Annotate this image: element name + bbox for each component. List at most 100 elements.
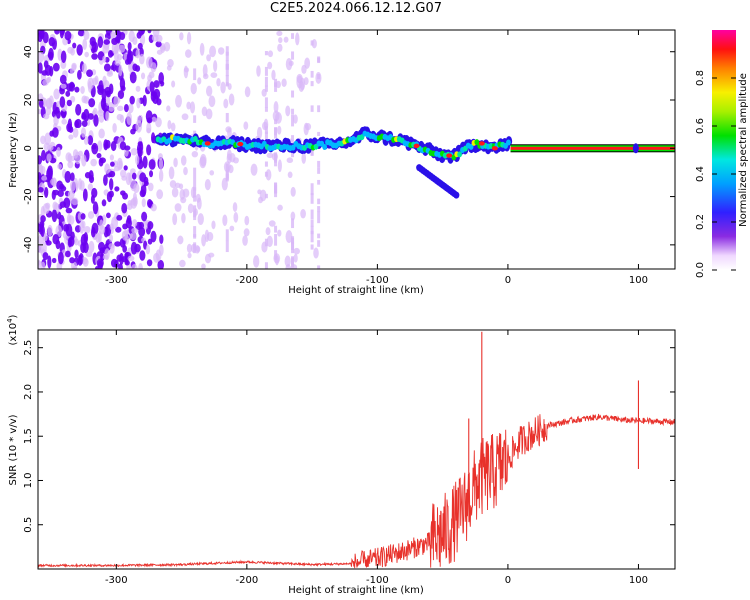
spectrogram-noise-blob	[301, 64, 307, 74]
spectrogram-noise-blob	[225, 126, 232, 133]
spectrogram-noise-blob	[52, 201, 58, 211]
spectrogram-noise-blob	[102, 43, 110, 54]
spectrogram-noise-blob	[130, 241, 138, 255]
spectrogram-noise-blob	[138, 226, 146, 237]
spectrogram-noise-blob	[67, 160, 74, 169]
snr-y-multiplier: (x104)	[6, 314, 19, 345]
spectrogram-noise-blob	[123, 165, 128, 171]
spectrogram-noise-blob	[146, 198, 153, 208]
spectrogram-streak	[317, 233, 321, 239]
spectrogram-noise-blob	[181, 212, 186, 224]
spectrogram-noise-blob	[45, 240, 52, 246]
snr-frame	[37, 329, 676, 570]
spectrogram-noise-blob	[143, 176, 149, 185]
spectrogram-noise-blob	[185, 49, 192, 58]
spectrogram-noise-blob	[91, 187, 98, 199]
spectrogram-streak	[225, 51, 229, 62]
y-tick-label: -40	[23, 237, 34, 253]
spectrogram-noise-blob	[167, 119, 172, 130]
spectrogram-noise-blob	[112, 122, 117, 133]
spectrogram-noise-blob	[232, 157, 239, 164]
spectrogram-noise-blob	[113, 95, 119, 108]
spectrogram-noise-blob	[68, 81, 75, 92]
spectrogram-streak	[274, 234, 278, 246]
spectrogram-noise-blob	[119, 252, 124, 265]
spectrogram-noise-blob	[59, 96, 66, 108]
spectrogram-streak	[225, 240, 229, 253]
spectrogram-noise-blob	[130, 128, 136, 135]
spectrogram-noise-blob	[128, 30, 135, 43]
x-tick-label: 100	[629, 575, 648, 586]
spectrogram-noise-blob	[43, 113, 50, 120]
spectrogram-noise-blob	[53, 88, 60, 100]
spectrogram-streak	[225, 46, 229, 56]
spectrogram-streak	[193, 115, 197, 123]
spectrogram-noise-blob	[209, 170, 215, 176]
spectrogram-noise-blob	[110, 141, 117, 152]
spectrogram-noise-blob	[44, 132, 52, 146]
spectrogram-noise-blob	[243, 121, 249, 130]
spectrogram-noise-blob	[107, 101, 115, 112]
spectrogram-streak	[225, 163, 229, 174]
spectrogram-streak	[193, 205, 197, 218]
spectrogram-noise-blob	[288, 60, 294, 67]
ridge-peak	[204, 141, 211, 146]
spectrogram-streak	[225, 112, 229, 123]
spectrogram-noise-blob	[196, 245, 201, 253]
spectrogram-streak	[193, 187, 197, 198]
spectrogram-noise-blob	[98, 157, 104, 167]
spectrogram-noise-blob	[80, 127, 87, 138]
spectrogram-noise-blob	[121, 175, 127, 181]
spectrogram-noise-blob	[65, 90, 71, 97]
spectrogram-noise-blob	[281, 78, 287, 88]
spectrogram-streak	[264, 76, 268, 87]
spectrogram-noise-blob	[114, 60, 121, 66]
spectrogram-noise-blob	[153, 80, 160, 88]
ridge-peak	[237, 141, 244, 147]
spectrogram-noise-blob	[77, 178, 83, 190]
snr-panel: -300 -200 -100 0 100 0.5 1.0 1.5 2.0 2.5 Height …	[6, 314, 676, 596]
spectrogram-noise-blob	[199, 42, 205, 56]
spectrogram-noise-blob	[250, 163, 258, 176]
spectrogram-noise-blob	[229, 225, 235, 232]
spectrogram-noise-blob	[155, 41, 162, 48]
spectrogram-noise-blob	[47, 255, 52, 269]
spectrogram-streak	[193, 244, 197, 250]
spectrogram-noise-blob	[80, 85, 85, 94]
ridge-peak	[446, 153, 453, 158]
spectrogram-frame	[37, 29, 676, 270]
spectrogram-noise-blob	[105, 95, 111, 107]
spectrogram-noise-blob	[40, 135, 46, 145]
spectrogram-noise-blob	[228, 164, 234, 174]
spectrogram-noise-blob	[114, 186, 120, 192]
spectrogram-noise-blob	[135, 120, 143, 133]
spectrogram-noise-blob	[134, 65, 141, 72]
spectrogram-noise-blob	[109, 154, 115, 161]
spectrogram-noise-blob	[149, 170, 154, 178]
spectrogram-noise-blob	[38, 155, 43, 165]
spectrogram-noise-blob	[204, 229, 210, 243]
spectrogram-noise-blob	[191, 150, 199, 158]
spectrogram-noise-blob	[52, 233, 60, 245]
spectrogram-streak	[291, 218, 295, 229]
spectrogram-noise-blob	[175, 94, 182, 108]
spectrogram-noise-blob	[163, 41, 171, 52]
spectrogram-noise-blob	[108, 243, 115, 249]
spectrogram-noise-blob	[85, 251, 93, 258]
spectrogram-noise-blob	[290, 211, 296, 221]
colorbar-ticks: 0.0 0.2 0.4 0.6 0.8	[695, 70, 736, 278]
spectrogram-noise-blob	[64, 30, 72, 41]
spectrogram-noise-blob	[179, 189, 186, 200]
snr-y-ticks: 0.5 1.0 1.5 2.0 2.5	[23, 340, 675, 533]
spectrogram-y-axis-label: Frequency (Hz)	[8, 112, 19, 188]
spectrogram-noise-blob	[179, 259, 186, 268]
spectrogram-noise-blob	[40, 215, 46, 223]
steady-band-blip	[632, 143, 639, 154]
spectrogram-noise-blob	[159, 234, 164, 245]
spectrogram-noise-blob	[124, 59, 130, 65]
x-tick-label: -100	[366, 575, 389, 586]
spectrogram-noise-blob	[293, 247, 300, 255]
spectrogram-noise-blob	[137, 147, 143, 158]
spectrogram-noise-blob	[201, 263, 206, 269]
spectrogram-noise-blob	[48, 37, 56, 47]
